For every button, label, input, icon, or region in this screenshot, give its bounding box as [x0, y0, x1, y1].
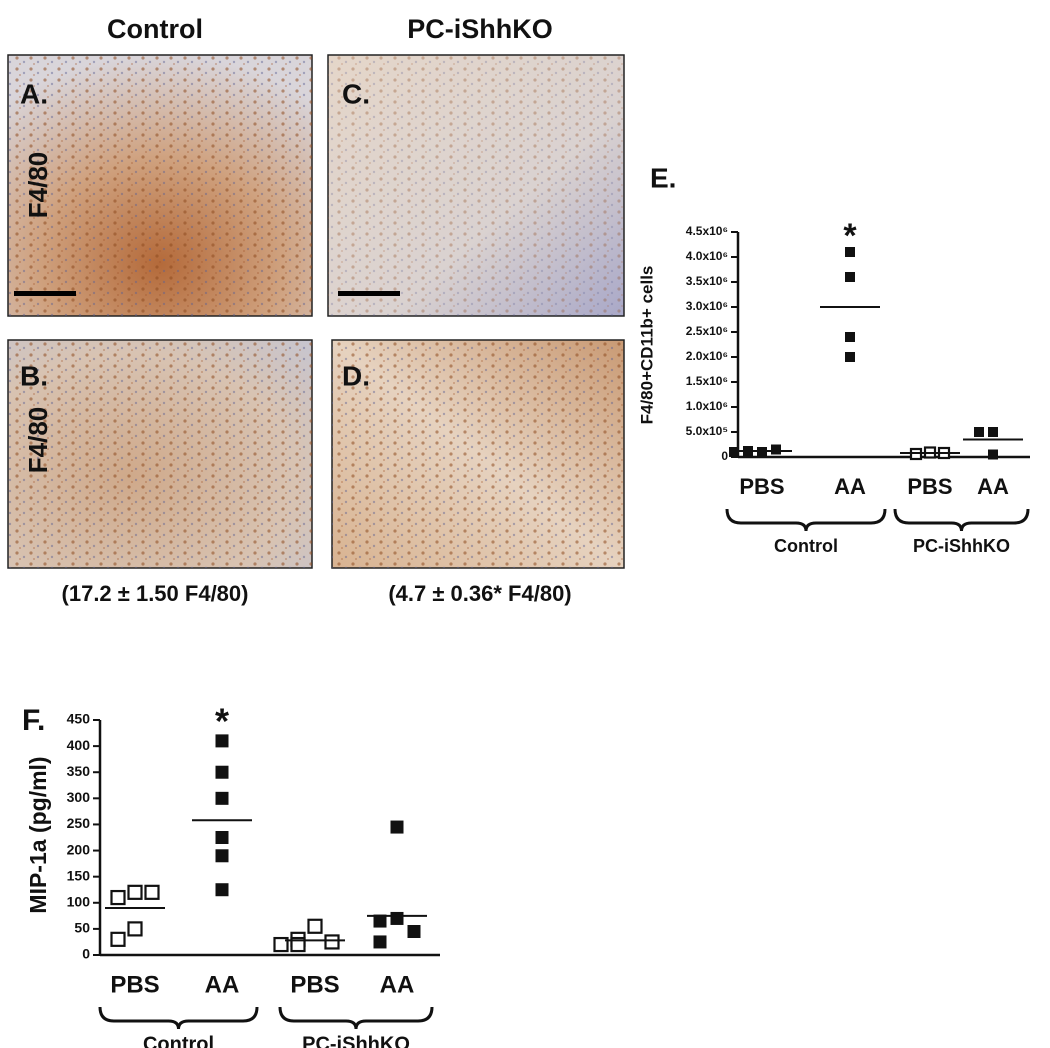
panel-label: B.: [20, 360, 48, 391]
data-point: [771, 444, 781, 455]
y-tick-label: 4.5x10⁶: [686, 224, 728, 238]
y-tick-label: 4.0x10⁶: [686, 249, 728, 263]
data-point: [974, 427, 984, 437]
micrograph: [7, 54, 313, 317]
data-point: [110, 889, 126, 906]
data-point: [110, 931, 126, 947]
group-bracket: [98, 1006, 259, 1030]
panel-label: C.: [342, 78, 370, 109]
y-tick-label: 150: [67, 867, 91, 883]
y-axis-label: F4/80+CD11b+ cells: [637, 266, 656, 425]
y-tick-label: 0: [721, 449, 728, 463]
annotation: *: [215, 700, 229, 741]
data-point: [215, 849, 229, 863]
data-point: [845, 272, 855, 282]
stain-label: F4/80: [23, 152, 53, 219]
group-label: PC-iShhKO: [302, 1033, 410, 1048]
data-point: [215, 831, 229, 844]
data-point: [845, 332, 855, 342]
data-point: [215, 765, 229, 779]
data-point: [215, 791, 229, 805]
x-tick-label: PBS: [110, 971, 159, 998]
y-tick-label: 0: [82, 946, 90, 962]
data-point: [390, 911, 404, 925]
x-tick-label: PBS: [907, 474, 952, 499]
data-point: [215, 734, 229, 748]
y-tick-label: 2.0x10⁶: [686, 349, 728, 363]
micrograph: [327, 54, 625, 317]
data-point: [988, 427, 998, 437]
data-point: [324, 934, 340, 950]
caption: (17.2 ± 1.50 F4/80): [62, 581, 249, 606]
data-point: [373, 914, 387, 928]
y-tick-label: 250: [67, 815, 91, 831]
data-point: [845, 352, 855, 362]
y-tick-label: 5.0x10⁵: [686, 424, 728, 438]
group-bracket: [725, 508, 887, 532]
y-tick-label: 200: [67, 841, 91, 857]
data-point: [390, 820, 404, 834]
y-tick-label: 50: [74, 920, 90, 936]
stain-label: F4/80: [23, 407, 53, 474]
x-tick-label: AA: [977, 474, 1009, 499]
annotation: *: [843, 217, 857, 255]
caption: (4.7 ± 0.36* F4/80): [388, 581, 571, 606]
y-tick-label: 350: [67, 763, 91, 779]
y-tick-label: 3.0x10⁶: [686, 299, 728, 313]
x-tick-label: AA: [380, 971, 415, 998]
y-tick-label: 450: [67, 711, 91, 727]
data-point: [373, 935, 387, 949]
y-tick-label: 400: [67, 737, 91, 753]
y-tick-label: 1.0x10⁶: [686, 399, 728, 413]
micrograph: [331, 339, 625, 569]
data-point: [407, 925, 421, 938]
data-point: [127, 884, 143, 900]
column-header: Control: [107, 14, 203, 44]
group-bracket: [893, 508, 1030, 532]
group-label: Control: [774, 536, 838, 556]
chart-title: E.: [650, 162, 676, 193]
y-tick-label: 2.5x10⁶: [686, 324, 728, 338]
panel-label: A.: [20, 78, 48, 109]
x-tick-label: AA: [834, 474, 866, 499]
column-header: PC-iShhKO: [407, 14, 553, 44]
group-bracket: [278, 1006, 434, 1030]
y-tick-label: 300: [67, 789, 91, 805]
y-axis-label: MIP-1a (pg/ml): [25, 756, 51, 913]
data-point: [988, 449, 998, 460]
y-tick-label: 100: [67, 893, 91, 909]
chart-title: F.: [22, 704, 45, 737]
group-label: PC-iShhKO: [913, 536, 1010, 556]
data-point: [127, 921, 143, 937]
x-tick-label: PBS: [290, 971, 339, 998]
data-point: [273, 936, 289, 953]
x-tick-label: AA: [205, 971, 240, 998]
data-point: [215, 883, 229, 897]
y-tick-label: 3.5x10⁶: [686, 274, 728, 288]
x-tick-label: PBS: [739, 474, 784, 499]
micrograph: [7, 339, 313, 569]
data-point: [144, 884, 160, 900]
data-point: [845, 247, 855, 257]
data-point: [307, 918, 323, 934]
y-tick-label: 1.5x10⁶: [686, 374, 728, 388]
panel-label: D.: [342, 360, 370, 391]
group-label: Control: [143, 1033, 214, 1048]
